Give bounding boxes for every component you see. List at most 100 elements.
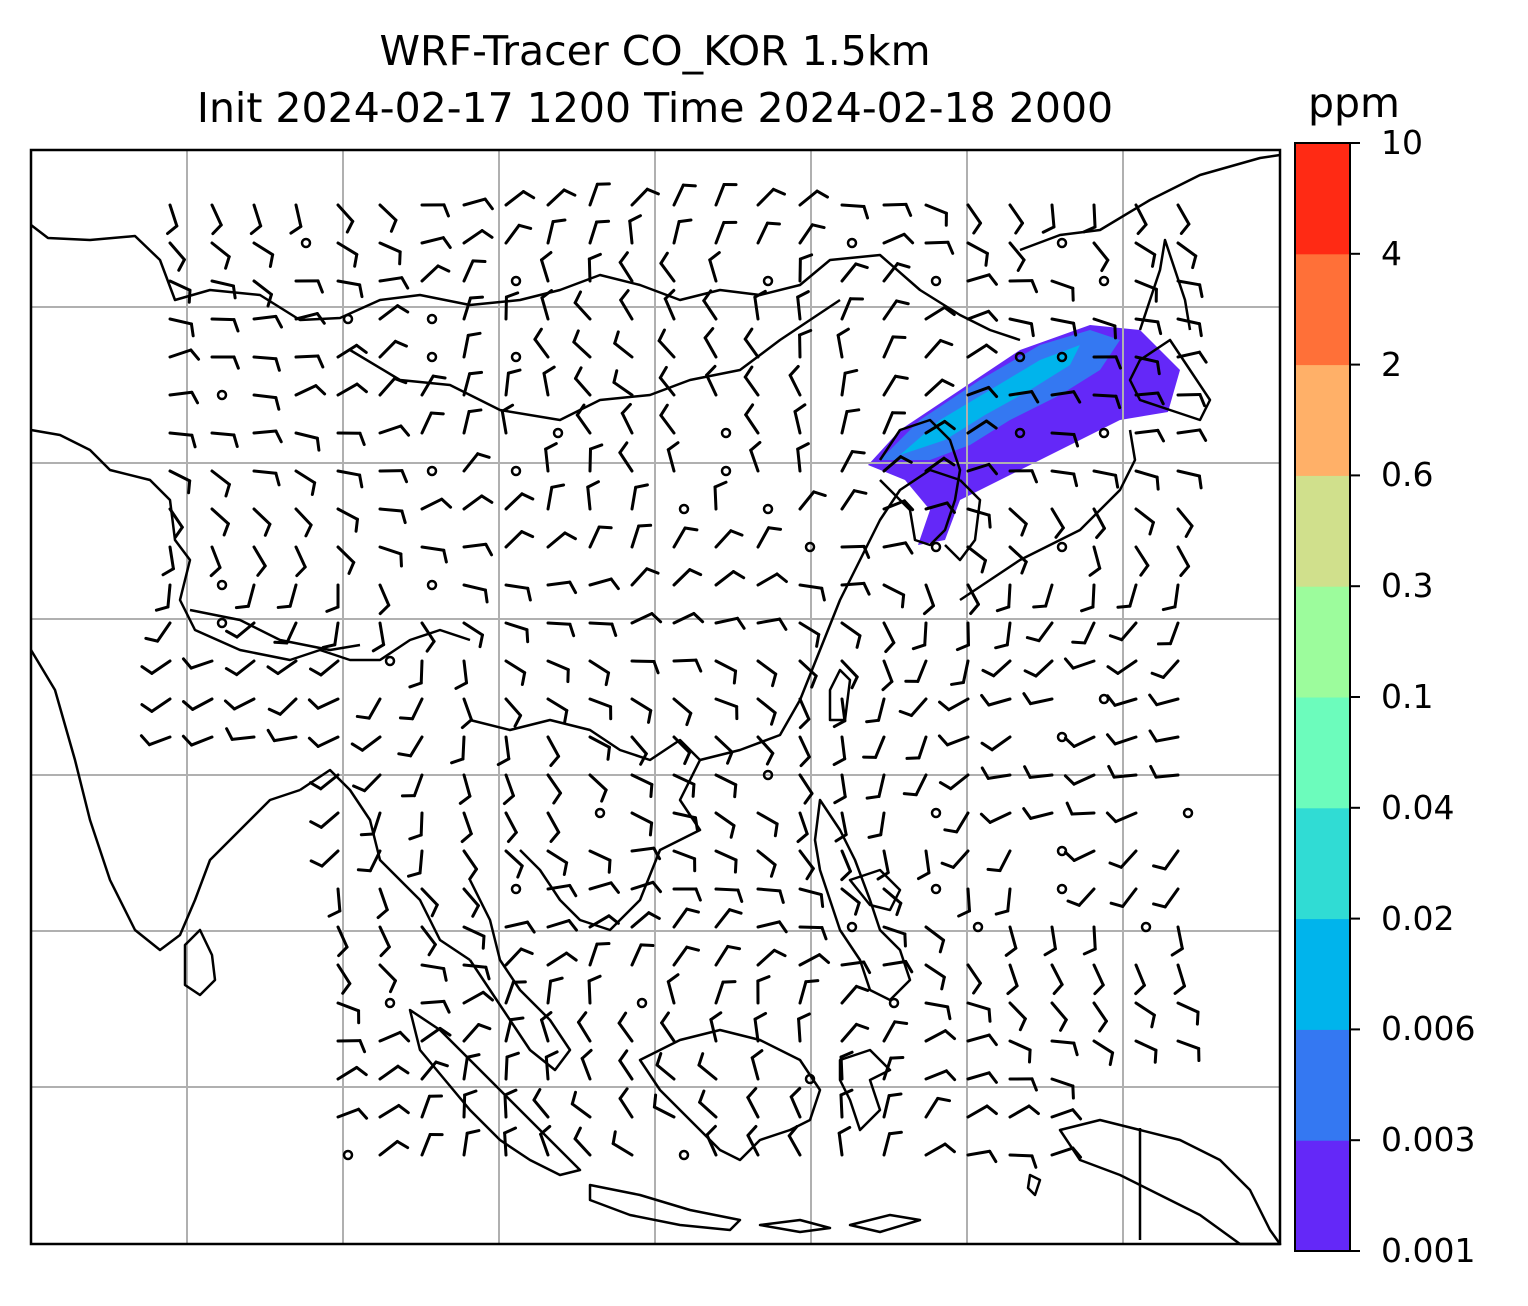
wind-barb-staff [533,337,550,359]
wind-barb-feather [889,1055,905,1060]
wind-barb-staff [630,187,649,207]
wind-barb-feather [540,289,554,300]
wind-barb-feather [944,1069,957,1082]
wind-barb-feather [358,431,366,447]
wind-barb-staff [966,1149,992,1157]
wind-barb-feather [903,932,907,948]
wind-barb-feather [618,441,629,455]
wind-barb-feather [595,219,611,224]
wind-barb-staff [546,883,572,891]
wind-barb-staff [336,279,362,287]
wind-barb-staff [966,1071,991,1081]
calm-wind-circle [720,427,732,439]
wind-barb-staff [546,735,561,758]
wind-barb-staff [882,299,899,321]
wind-barb-staff [839,1055,844,1081]
wind-barb-feather [805,867,815,881]
wind-barb-feather [1108,1051,1115,1067]
wind-barb-staff [546,485,554,511]
wind-barb-feather [619,289,630,302]
wind-barb-staff [1008,1001,1027,1021]
wind-barb-staff [672,945,689,967]
wind-barb-feather [772,948,787,958]
wind-barb-feather [225,727,234,741]
wind-barb-feather [945,501,956,514]
wind-barb-feather [378,603,391,616]
wind-barb-feather [1022,807,1033,820]
wind-barb-feather [1114,473,1120,489]
wind-barb-feather [232,318,240,333]
wind-barb-staff [1176,1001,1200,1014]
wind-barb-staff [588,697,613,709]
wind-barb-feather [685,711,693,727]
wind-barb-staff [1050,317,1076,325]
wind-barb-staff [840,811,848,837]
coastline [959,429,1137,602]
wind-barb-staff [252,314,278,321]
wind-barb-feather [899,455,913,464]
wind-barb-staff [252,507,272,526]
wind-barb-staff [966,309,991,321]
calm-wind-circle [300,237,312,249]
wind-barb-feather [586,480,600,489]
wind-barb-feather [268,253,275,268]
wind-barb-staff [504,530,524,549]
wind-barb-feather [222,522,230,537]
wind-barb-feather [702,289,713,303]
wind-barb-feather [1030,1154,1038,1169]
wind-barb-feather [393,377,408,385]
wind-barb-feather [639,752,648,766]
wind-barb-staff [798,490,816,511]
wind-barb-feather [1041,225,1056,234]
wind-barb-staff [168,279,192,292]
wind-barb-staff [916,659,928,683]
wind-barb-feather [519,947,534,956]
wind-barb-feather [1027,1048,1032,1064]
wind-barb-staff [504,659,527,675]
wind-barb-staff [546,811,561,834]
wind-barb-feather [1170,947,1184,957]
wind-barb-feather [893,1020,909,1026]
calm-wind-circle [762,769,774,781]
wind-barb-feather [666,441,680,452]
wind-barb-feather [731,570,746,580]
wind-barb-feather [1027,1104,1040,1116]
wind-barb-staff [840,697,847,723]
wind-barb-feather [994,643,1009,650]
wind-barb-staff [756,617,782,625]
wind-barb-feather [1156,391,1165,406]
wind-barb-feather [355,714,371,720]
wind-barb-feather [634,483,649,489]
wind-barb-feather [465,1053,481,1059]
wind-barb-feather [266,728,276,743]
wind-barb-feather [337,945,349,958]
wind-barb-staff [877,773,886,798]
wind-barb-staff [285,621,298,645]
wind-barb-feather [862,204,870,220]
wind-barb-feather [357,1107,369,1120]
wind-barb-staff [714,570,735,587]
wind-barb-staff [544,447,550,473]
wind-barb-feather [1155,360,1161,376]
wind-barb-staff [924,583,935,608]
coastline [638,1028,822,1162]
wind-barb-feather [681,183,697,188]
wind-barb-feather [943,1029,957,1041]
wind-barb-staff [618,260,634,283]
wind-barb-staff [294,545,307,569]
wind-barb-feather [685,945,700,952]
wind-barb-feather [1179,564,1191,577]
wind-barb-feather [987,385,999,398]
wind-barb-feather [981,668,996,678]
wind-barb-staff [1050,469,1076,476]
wind-barb-feather [540,1011,553,1022]
wind-barb-staff [749,448,760,473]
wind-barb-feather [309,859,324,868]
wind-barb-feather [797,1012,811,1021]
coastline [588,1183,742,1232]
wind-barb-staff [714,773,738,787]
wind-barb-feather [832,719,847,729]
wind-barb-staff [294,354,320,359]
wind-barb-staff [546,580,572,587]
calm-wind-circle [1056,351,1068,363]
